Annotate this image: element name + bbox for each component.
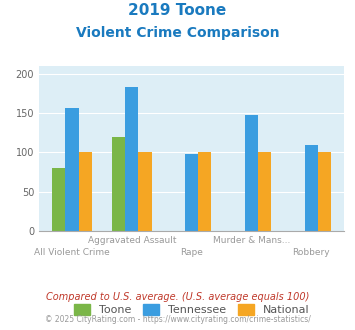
Bar [245, 115, 258, 231]
Bar [198, 152, 212, 231]
Bar [112, 137, 125, 231]
Text: Violent Crime Comparison: Violent Crime Comparison [76, 26, 279, 40]
Text: Rape: Rape [180, 248, 203, 257]
Bar [125, 87, 138, 231]
Bar [185, 154, 198, 231]
Text: © 2025 CityRating.com - https://www.cityrating.com/crime-statistics/: © 2025 CityRating.com - https://www.city… [45, 315, 310, 324]
Bar [318, 152, 331, 231]
Bar [78, 152, 92, 231]
Bar [52, 168, 65, 231]
Bar [138, 152, 152, 231]
Text: All Violent Crime: All Violent Crime [34, 248, 110, 257]
Text: Murder & Mans...: Murder & Mans... [213, 236, 290, 245]
Text: Aggravated Assault: Aggravated Assault [88, 236, 176, 245]
Text: Compared to U.S. average. (U.S. average equals 100): Compared to U.S. average. (U.S. average … [46, 292, 309, 302]
Legend: Toone, Tennessee, National: Toone, Tennessee, National [69, 299, 314, 319]
Text: 2019 Toone: 2019 Toone [129, 3, 226, 18]
Bar [258, 152, 271, 231]
Bar [305, 145, 318, 231]
Text: Robbery: Robbery [293, 248, 330, 257]
Bar [65, 109, 78, 231]
